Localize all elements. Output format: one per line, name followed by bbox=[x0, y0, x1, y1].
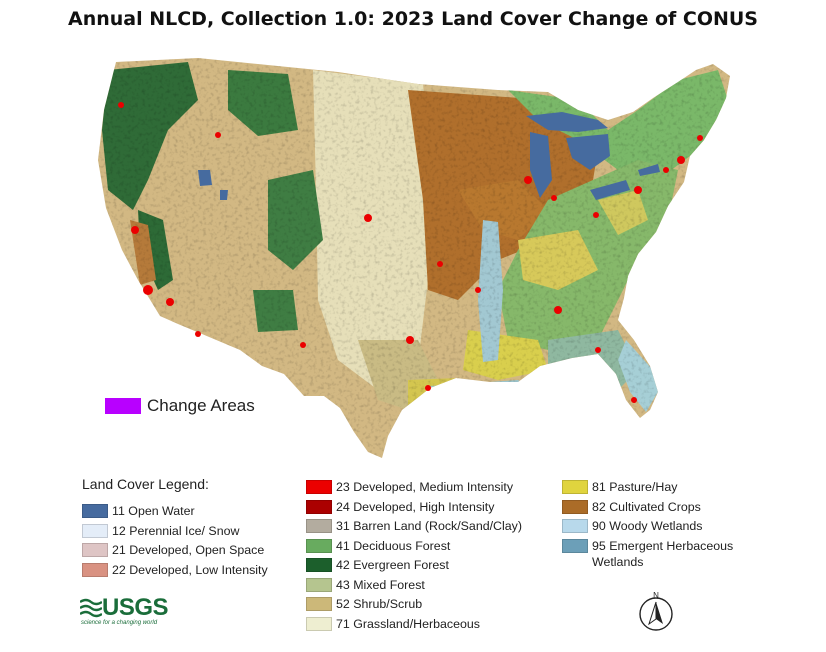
legend-swatch-23 bbox=[306, 480, 332, 494]
legend-item-24: 24 Developed, High Intensity bbox=[306, 499, 522, 519]
legend-heading: Land Cover Legend: bbox=[82, 476, 209, 492]
legend-swatch-12 bbox=[82, 523, 108, 538]
change-areas-swatch bbox=[105, 398, 141, 414]
legend-item-43: 43 Mixed Forest bbox=[306, 577, 522, 597]
legend-item-42: 42 Evergreen Forest bbox=[306, 557, 522, 577]
legend-label-24: 24 Developed, High Intensity bbox=[336, 499, 495, 514]
legend-swatch-52 bbox=[306, 597, 332, 611]
legend-item-12: 12 Perennial Ice/ Snow bbox=[82, 523, 268, 543]
legend-swatch-82 bbox=[562, 499, 588, 514]
legend-label-31: 31 Barren Land (Rock/Sand/Clay) bbox=[336, 519, 522, 533]
legend-label-52: 52 Shrub/Scrub bbox=[336, 597, 423, 611]
legend-swatch-43 bbox=[306, 577, 332, 592]
legend-column-2: 23 Developed, Medium Intensity 24 Develop… bbox=[306, 479, 522, 635]
legend-item-31: 31 Barren Land (Rock/Sand/Clay) bbox=[306, 518, 522, 538]
legend-label-11: 11 Open Water bbox=[112, 504, 195, 518]
legend-item-22: 22 Developed, Low Intensity bbox=[82, 562, 268, 582]
legend-label-71: 71 Grassland/Herbaceous bbox=[336, 616, 480, 631]
legend-swatch-42 bbox=[306, 558, 332, 572]
usgs-wordmark: USGS bbox=[102, 594, 169, 621]
legend-label-43: 43 Mixed Forest bbox=[336, 577, 425, 592]
conus-land-cover-map bbox=[98, 58, 730, 458]
legend-item-90: 90 Woody Wetlands bbox=[562, 518, 733, 538]
legend-swatch-21 bbox=[82, 543, 108, 557]
legend-label-81: 81 Pasture/Hay bbox=[592, 480, 678, 494]
legend-label-82: 82 Cultivated Crops bbox=[592, 499, 701, 514]
legend-label-42: 42 Evergreen Forest bbox=[336, 558, 449, 572]
legend-swatch-22 bbox=[82, 562, 108, 577]
legend-label-12: 12 Perennial Ice/ Snow bbox=[112, 523, 240, 538]
legend-label-95: 95 Emergent Herbaceous Wetlands bbox=[592, 538, 734, 569]
legend-swatch-81 bbox=[562, 480, 588, 494]
usgs-logo: USGS science for a changing world bbox=[80, 594, 172, 630]
legend-swatch-71 bbox=[306, 616, 332, 631]
legend-item-82: 82 Cultivated Crops bbox=[562, 499, 733, 519]
legend-item-11: 11 Open Water bbox=[82, 503, 268, 523]
legend-column-1: 11 Open Water 12 Perennial Ice/ Snow 21 De… bbox=[82, 503, 268, 581]
legend-item-21: 21 Developed, Open Space bbox=[82, 542, 268, 562]
legend-label-23: 23 Developed, Medium Intensity bbox=[336, 480, 514, 494]
legend-swatch-31 bbox=[306, 519, 332, 533]
north-label: N bbox=[653, 591, 659, 600]
legend-label-90: 90 Woody Wetlands bbox=[592, 519, 703, 533]
legend-item-52: 52 Shrub/Scrub bbox=[306, 596, 522, 616]
legend-column-3: 81 Pasture/Hay 82 Cultivated Crops 90 Wood… bbox=[562, 479, 733, 569]
legend-swatch-41 bbox=[306, 538, 332, 553]
legend-item-71: 71 Grassland/Herbaceous bbox=[306, 616, 522, 636]
legend-swatch-90 bbox=[562, 519, 588, 533]
usgs-tagline: science for a changing world bbox=[81, 620, 158, 626]
change-areas-legend: Change Areas bbox=[105, 396, 255, 416]
legend-swatch-95 bbox=[562, 538, 588, 553]
usgs-wave-icon bbox=[80, 598, 102, 618]
legend-label-41: 41 Deciduous Forest bbox=[336, 538, 451, 553]
legend-swatch-11 bbox=[82, 504, 108, 518]
north-arrow-icon: N bbox=[639, 591, 673, 631]
legend-item-81: 81 Pasture/Hay bbox=[562, 479, 733, 499]
change-areas-label: Change Areas bbox=[147, 396, 255, 415]
legend-item-23: 23 Developed, Medium Intensity bbox=[306, 479, 522, 499]
map-title: Annual NLCD, Collection 1.0: 2023 Land C… bbox=[67, 8, 758, 30]
legend-swatch-24 bbox=[306, 499, 332, 514]
legend-label-22: 22 Developed, Low Intensity bbox=[112, 562, 268, 577]
legend-label-21: 21 Developed, Open Space bbox=[112, 543, 265, 557]
legend-item-95: 95 Emergent Herbaceous Wetlands bbox=[562, 538, 733, 569]
legend-item-41: 41 Deciduous Forest bbox=[306, 538, 522, 558]
